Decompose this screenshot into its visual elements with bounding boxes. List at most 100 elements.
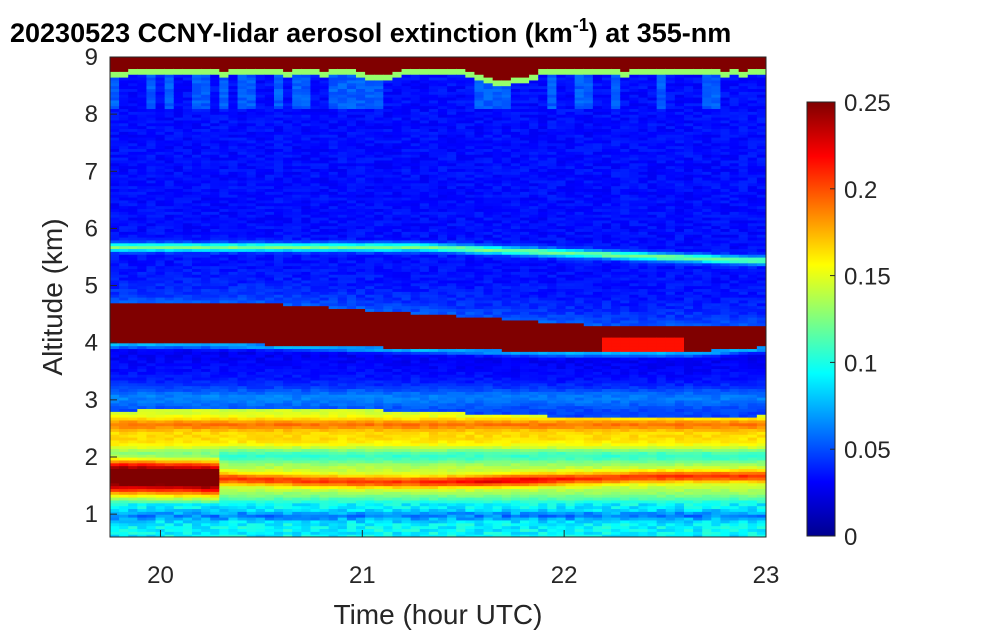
heatmap-cell [137, 205, 148, 210]
heatmap-cell [110, 202, 120, 207]
heatmap-cell [155, 391, 166, 395]
heatmap-cell [146, 428, 157, 432]
heatmap-cell [110, 334, 120, 338]
heatmap-cell [128, 331, 138, 335]
heatmap-cell [137, 514, 148, 518]
heatmap-cell [137, 237, 148, 241]
heatmap-cell [128, 262, 138, 267]
heatmap-cell [137, 322, 148, 327]
heatmap-cell [137, 265, 148, 270]
heatmap-cell [155, 371, 166, 375]
heatmap-cell [119, 137, 129, 141]
heatmap-cell [137, 437, 148, 441]
heatmap-cell [137, 448, 148, 452]
heatmap-cell [146, 434, 157, 438]
heatmap-cell [119, 422, 129, 427]
heatmap-cell [155, 465, 166, 470]
heatmap-cell [155, 428, 166, 432]
heatmap-cell [110, 385, 120, 390]
heatmap-cell [110, 379, 120, 384]
heatmap-cell [110, 517, 120, 521]
heatmap-cell [119, 68, 129, 72]
heatmap-cell [146, 122, 157, 127]
heatmap-cell [119, 234, 129, 238]
heatmap-cell [128, 154, 138, 158]
heatmap-cell [110, 94, 120, 98]
heatmap-cell [137, 259, 148, 264]
heatmap-cell [146, 245, 157, 250]
heatmap-cell [119, 411, 129, 415]
heatmap-cell [110, 394, 120, 398]
heatmap-cell [110, 208, 120, 212]
heatmap-cell [128, 271, 138, 275]
heatmap-cell [110, 125, 120, 130]
heatmap-cell [146, 91, 157, 95]
heatmap-cell [110, 157, 120, 161]
heatmap-cell [128, 457, 138, 461]
heatmap-cell [146, 151, 157, 155]
heatmap-cell [146, 62, 157, 67]
heatmap-cell [119, 402, 129, 407]
heatmap-cell [137, 139, 148, 144]
heatmap-cell [128, 511, 138, 515]
heatmap-cell [119, 142, 129, 147]
heatmap-cell [128, 497, 138, 501]
heatmap-cell [110, 259, 120, 264]
heatmap-cell [110, 177, 120, 181]
heatmap-cell [237, 57, 248, 61]
heatmap-cell [137, 299, 148, 304]
heatmap-cell [137, 505, 148, 510]
heatmap-cell [146, 322, 157, 327]
heatmap-cell [146, 128, 157, 132]
heatmap-cell [110, 305, 120, 310]
heatmap-cell [119, 225, 129, 230]
heatmap-cell [110, 251, 120, 255]
heatmap-cell [119, 199, 129, 204]
heatmap-cell [128, 248, 138, 252]
heatmap-cell [146, 277, 157, 281]
heatmap-cell [137, 497, 148, 501]
heatmap-cell [110, 317, 120, 321]
heatmap-cell [128, 197, 138, 201]
heatmap-cell [137, 125, 148, 130]
heatmap-cell [137, 474, 148, 478]
heatmap-cell [128, 322, 138, 327]
chart-title: 20230523 CCNY-lidar aerosol extinction (… [10, 15, 731, 48]
heatmap-cell [146, 397, 157, 401]
heatmap-cell [137, 365, 148, 370]
heatmap-cell [146, 97, 157, 101]
heatmap-cell [110, 328, 120, 332]
heatmap-cell [128, 311, 138, 315]
heatmap-cell [146, 257, 157, 261]
heatmap-cell [146, 225, 157, 230]
heatmap-cell [119, 385, 129, 390]
heatmap-cell [146, 211, 157, 215]
heatmap-cell [128, 71, 138, 75]
heatmap-cell [119, 502, 129, 507]
heatmap-cell [137, 251, 148, 255]
heatmap-cell [146, 145, 157, 150]
heatmap-cell [146, 517, 157, 521]
heatmap-cell [137, 385, 148, 390]
heatmap-cell [173, 57, 184, 61]
heatmap-cell [128, 351, 138, 355]
heatmap-cell [110, 508, 120, 512]
heatmap-cell [128, 265, 138, 270]
heatmap-cell [128, 174, 138, 178]
heatmap-cell [137, 482, 148, 487]
heatmap-cell [128, 391, 138, 395]
heatmap-cell [146, 182, 157, 187]
heatmap-cell [137, 422, 148, 427]
heatmap-cell [110, 439, 120, 444]
heatmap-cell [137, 194, 148, 198]
heatmap-cell [146, 388, 157, 392]
heatmap-cell [155, 359, 166, 364]
heatmap-cell [137, 111, 148, 115]
heatmap-cell [155, 334, 166, 338]
heatmap-cell [119, 114, 129, 118]
heatmap-cell [128, 79, 138, 84]
heatmap-cell [146, 519, 157, 524]
heatmap-cell [137, 217, 148, 221]
heatmap-cell [128, 434, 138, 438]
